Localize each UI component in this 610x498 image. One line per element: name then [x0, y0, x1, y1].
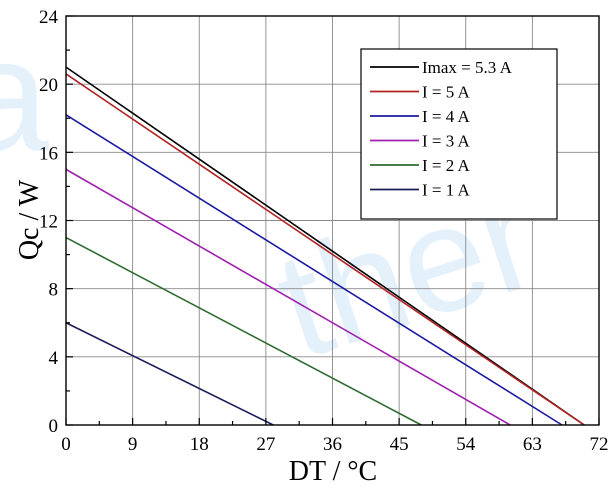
legend-label: I = 3 A [422, 132, 471, 151]
series-line-4 [65, 168, 511, 426]
legend-label: I = 5 A [422, 83, 471, 102]
series-line-6 [65, 322, 274, 426]
x-tick-label: 45 [390, 434, 409, 455]
y-tick-label: 0 [49, 416, 59, 437]
y-axis-title: Qc / W [14, 179, 45, 260]
series-line-3 [65, 114, 563, 426]
legend: Imax = 5.3 A I = 5 A I = 4 A I = 3 A I = 2 A… [360, 48, 558, 220]
x-tick-label: 72 [590, 434, 609, 455]
x-tick-label: 9 [128, 434, 138, 455]
x-tick-label: 27 [256, 434, 275, 455]
legend-box [360, 48, 558, 220]
series-lines [65, 66, 585, 426]
x-tick-label: 54 [456, 434, 476, 455]
y-tick-label: 4 [49, 348, 59, 369]
y-tick-label: 12 [39, 212, 58, 233]
series-line-5 [65, 236, 422, 426]
legend-label: I = 2 A [422, 156, 471, 175]
watermark-letter-a: a [0, 5, 49, 184]
x-tick-label: 0 [61, 434, 71, 455]
x-tick-label: 63 [523, 434, 542, 455]
x-axis-title: DT / °C [289, 456, 377, 487]
y-tick-label: 16 [39, 143, 58, 164]
y-tick-label: 8 [49, 280, 59, 301]
x-tick-label: 36 [323, 434, 342, 455]
series-line-2 [65, 73, 585, 426]
y-tick-label: 24 [39, 7, 59, 28]
series-line-1 [65, 66, 585, 426]
axes [65, 15, 600, 426]
legend-label: I = 4 A [422, 107, 471, 126]
x-tick-label: 18 [190, 434, 209, 455]
legend-label: I = 1 A [422, 181, 471, 200]
legend-label: Imax = 5.3 A [422, 58, 513, 77]
tick-labels: 0 9 18 27 36 45 54 63 72 0 4 8 12 16 20 24 [39, 7, 609, 455]
y-tick-label: 20 [39, 75, 58, 96]
